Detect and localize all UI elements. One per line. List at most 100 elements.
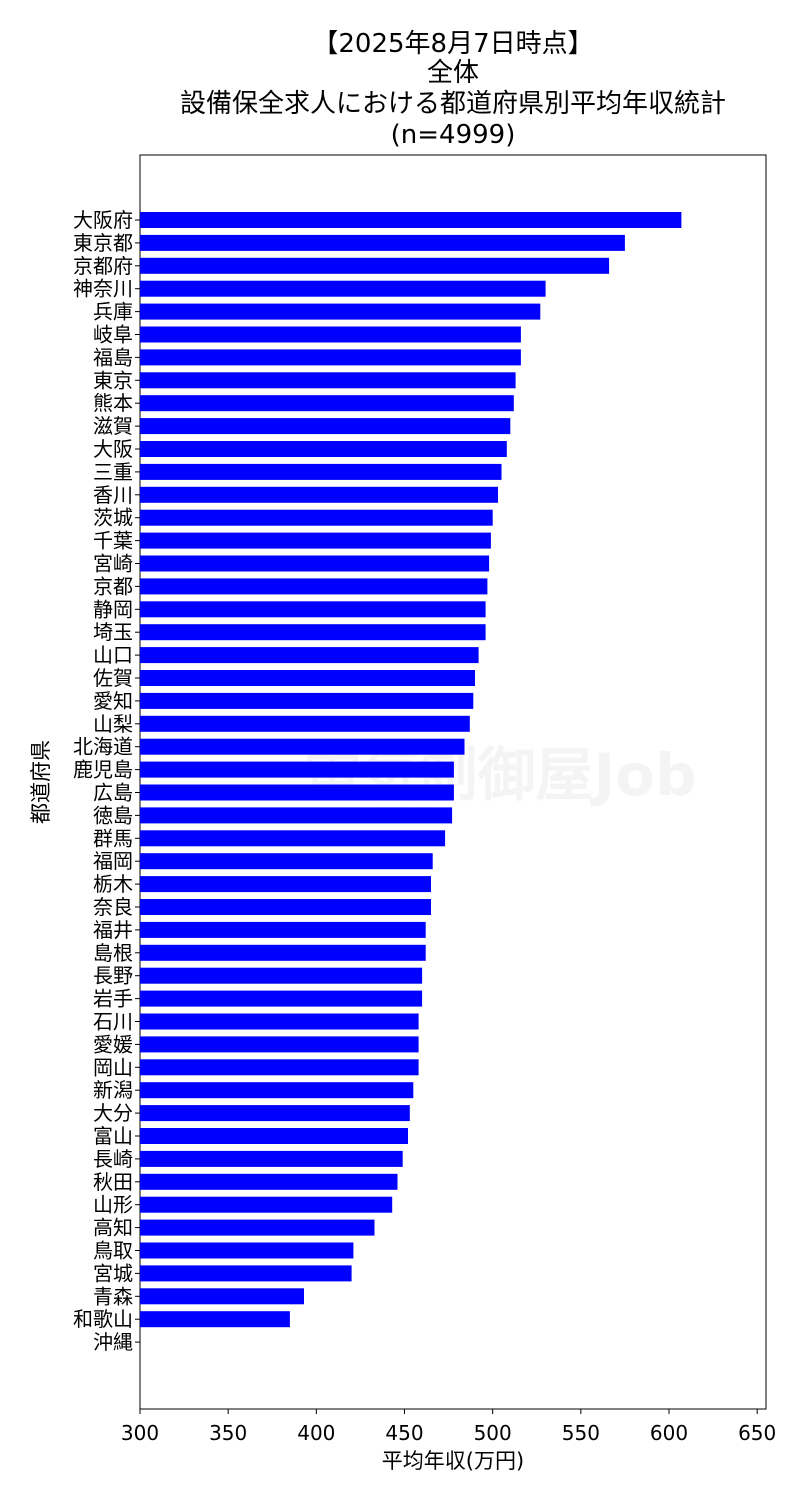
x-tick-label-5: 550 (562, 1421, 600, 1445)
category-label-28: 福岡 (93, 849, 133, 873)
bar-37 (140, 1059, 419, 1076)
bar-15 (140, 555, 490, 572)
bar-42 (140, 1173, 398, 1190)
chart-title: 【2025年8月7日時点】 全体 設備保全求人における都道府県別平均年収統計 (… (180, 29, 726, 150)
bar-30 (140, 899, 431, 915)
category-label-34: 岩手 (93, 987, 133, 1011)
x-tick-label-3: 450 (385, 1421, 423, 1445)
plot-area (139, 154, 767, 1410)
bar-28 (140, 853, 433, 870)
bar-17 (140, 601, 486, 618)
category-label-10: 大阪 (93, 437, 133, 461)
category-label-44: 高知 (93, 1216, 133, 1240)
bar-4 (140, 303, 541, 320)
category-label-1: 東京都 (73, 231, 133, 255)
category-label-2: 京都府 (73, 254, 133, 278)
category-label-25: 広島 (93, 781, 133, 805)
bar-43 (140, 1196, 393, 1213)
bar-25 (140, 784, 454, 801)
bar-18 (140, 624, 486, 641)
bar-6 (140, 349, 521, 366)
title-line-4: (n=4999) (391, 120, 516, 150)
bar-46 (140, 1265, 352, 1282)
bar-7 (140, 372, 516, 389)
bar-10 (140, 441, 507, 457)
category-label-5: 岐阜 (93, 323, 133, 347)
bar-13 (140, 509, 493, 526)
x-tick-label-4: 500 (474, 1421, 512, 1445)
category-label-45: 鳥取 (93, 1239, 133, 1263)
category-label-36: 愛媛 (93, 1032, 133, 1056)
category-label-0: 大阪府 (73, 208, 133, 232)
bar-5 (140, 326, 521, 343)
category-label-7: 東京 (93, 368, 133, 392)
category-label-41: 長崎 (93, 1147, 133, 1171)
x-axis-label: 平均年収(万円) (382, 1449, 524, 1473)
bars-group (140, 212, 682, 1328)
bar-3 (140, 280, 546, 297)
category-label-11: 三重 (93, 460, 133, 484)
bar-1 (140, 234, 625, 251)
category-label-9: 滋賀 (93, 414, 133, 438)
category-label-42: 秋田 (93, 1170, 133, 1194)
x-axis-ticks: 300 350 400 450 500 550 600 650 (121, 1409, 776, 1445)
bar-41 (140, 1150, 403, 1167)
bar-21 (140, 692, 474, 709)
category-label-16: 京都 (93, 574, 133, 598)
bar-31 (140, 921, 426, 938)
category-label-38: 新潟 (93, 1078, 133, 1102)
category-label-43: 山形 (93, 1193, 133, 1217)
bar-14 (140, 532, 491, 549)
bar-11 (140, 463, 502, 480)
bar-27 (140, 830, 446, 847)
category-label-31: 福井 (93, 918, 133, 942)
category-label-35: 石川 (93, 1010, 133, 1034)
x-tick-label-2: 400 (297, 1421, 335, 1445)
bar-20 (140, 670, 475, 686)
x-tick-label-1: 350 (209, 1421, 247, 1445)
category-label-26: 徳島 (93, 803, 133, 827)
category-label-21: 愛知 (93, 689, 133, 713)
bar-36 (140, 1036, 419, 1053)
category-label-19: 山口 (93, 643, 133, 667)
category-label-14: 千葉 (93, 529, 133, 553)
bar-16 (140, 578, 488, 595)
bar-32 (140, 944, 426, 961)
bar-38 (140, 1082, 414, 1099)
category-label-3: 神奈川 (73, 277, 133, 301)
category-label-32: 島根 (93, 941, 133, 965)
category-label-48: 和歌山 (73, 1307, 133, 1331)
bar-2 (140, 257, 610, 274)
bar-34 (140, 990, 423, 1007)
x-tick-label-0: 300 (121, 1421, 159, 1445)
bar-8 (140, 395, 514, 412)
category-label-4: 兵庫 (93, 300, 133, 324)
category-label-27: 群馬 (93, 826, 133, 850)
bar-39 (140, 1105, 410, 1122)
category-label-17: 静岡 (93, 597, 133, 621)
bar-9 (140, 418, 511, 435)
bar-22 (140, 715, 470, 732)
category-label-23: 北海道 (73, 735, 133, 759)
category-label-13: 茨城 (93, 506, 133, 530)
bar-47 (140, 1288, 304, 1305)
category-label-39: 大分 (93, 1101, 133, 1125)
y-axis-label: 都道府県 (29, 740, 53, 824)
bar-48 (140, 1311, 290, 1328)
category-label-12: 香川 (93, 483, 133, 507)
bar-40 (140, 1128, 408, 1144)
category-label-24: 鹿児島 (73, 758, 133, 782)
category-label-6: 福島 (93, 345, 133, 369)
title-line-2: 全体 (427, 58, 479, 88)
title-line-1: 【2025年8月7日時点】 (312, 29, 593, 59)
bar-19 (140, 647, 479, 664)
category-label-46: 宮城 (93, 1261, 133, 1285)
category-label-8: 熊本 (93, 391, 133, 415)
category-label-20: 佐賀 (93, 666, 133, 690)
bar-44 (140, 1219, 375, 1236)
bar-33 (140, 967, 423, 984)
category-label-47: 青森 (93, 1284, 133, 1308)
bar-26 (140, 807, 453, 824)
title-line-3: 設備保全求人における都道府県別平均年収統計 (180, 89, 726, 119)
